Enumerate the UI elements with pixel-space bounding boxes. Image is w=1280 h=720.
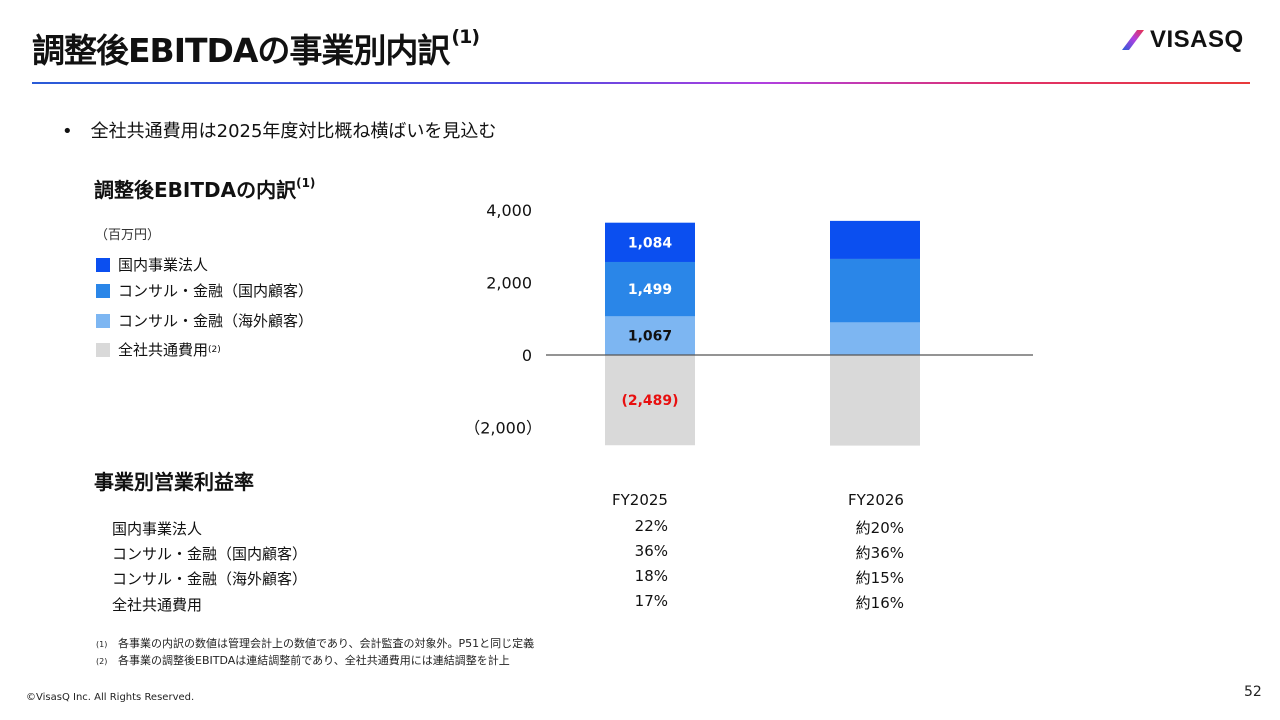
legend-swatch (96, 283, 110, 298)
section-title-ebitda-note: (1) (296, 176, 316, 190)
bar-segment (830, 220, 920, 259)
table-cell-fy2026: 約36% (855, 544, 904, 562)
section-title-ebitda: 調整後EBITDAの内訳(1) (94, 174, 315, 203)
legend-item-corporate-costs: 全社共通費用 (2) (96, 339, 221, 360)
page-title-text: 調整後EBITDAの事業別内訳 (32, 31, 450, 70)
column-header-fy2025: FY2025 (612, 491, 668, 509)
footnote-mark: (2) (96, 657, 108, 666)
page-title-note: (1) (451, 26, 480, 48)
data-label: 1,499 (628, 282, 672, 298)
legend-label: コンサル・金融（海外顧客） (118, 312, 314, 330)
column-header-fy2026: FY2026 (848, 491, 904, 509)
bar-segment (830, 258, 920, 323)
table-cell-fy2026: 約15% (855, 569, 904, 587)
footnote-text: 各事業の内訳の数値は管理会計上の数値であり、会計監査の対象外。P51と同じ定義 (118, 637, 535, 650)
ebitda-stacked-bar-chart: 4,000 2,000 0 （2,000） (2,489) 1,067 1,499 1,084 (470, 201, 1033, 446)
table-cell-fy2025: 22% (634, 517, 668, 535)
y-tick-label: 4,000 (486, 201, 532, 220)
bullet-text: 全社共通費用は2025年度対比概ね横ばいを見込む (90, 121, 497, 142)
copyright: ©VisasQ Inc. All Rights Reserved. (26, 692, 195, 703)
table-cell-fy2026: 約20% (855, 519, 904, 537)
y-tick-label: 0 (522, 346, 532, 365)
footnote-1: (1) 各事業の内訳の数値は管理会計上の数値であり、会計監査の対象外。P51と同じ… (96, 635, 534, 651)
legend-label: 全社共通費用 (118, 341, 209, 359)
legend-swatch (96, 342, 110, 357)
bullet-point: • 全社共通費用は2025年度対比概ね横ばいを見込む (62, 117, 496, 143)
table-cell-fy2025: 36% (634, 542, 668, 560)
bar-segment (605, 316, 695, 355)
visasq-logo: VISASQ (1120, 26, 1244, 56)
legend-item-consulting-overseas: コンサル・金融（海外顧客） (96, 310, 313, 331)
table-cell-fy2025: 18% (634, 567, 668, 585)
bar-segment (830, 322, 920, 355)
footnote-mark: (1) (96, 640, 108, 649)
y-tick-label: 2,000 (486, 274, 532, 293)
bar-segment (605, 355, 695, 446)
table-row-label: 全社共通費用 (112, 596, 203, 614)
table-cell-fy2025: 17% (634, 592, 668, 610)
legend-swatch (96, 257, 110, 272)
legend-item-consulting-domestic: コンサル・金融（国内顧客） (96, 280, 313, 301)
table-row-label: 国内事業法人 (112, 520, 203, 538)
logo-text: VISASQ (1150, 26, 1244, 53)
section-title-margin: 事業別営業利益率 (94, 470, 254, 494)
page-title: 調整後EBITDAの事業別内訳 (1) (32, 24, 480, 72)
y-tick-label: （2,000） (470, 419, 542, 438)
page-number: 52 (1244, 684, 1262, 700)
table-row-label: コンサル・金融（海外顧客） (112, 570, 308, 588)
footnote-2: (2) 各事業の調整後EBITDAは連結調整前であり、全社共通費用には連結調整を計… (96, 652, 510, 668)
bar-segment (830, 355, 920, 446)
table-cell-fy2026: 約16% (855, 594, 904, 612)
bar-segment (605, 222, 695, 262)
section-title-ebitda-text: 調整後EBITDAの内訳 (94, 178, 297, 202)
data-label: (2,489) (621, 393, 678, 409)
legend-note: (2) (208, 344, 221, 355)
bar-segment (605, 261, 695, 317)
bullet-icon: • (62, 121, 73, 142)
legend-label: コンサル・金融（国内顧客） (118, 282, 314, 300)
table-row-label: コンサル・金融（国内顧客） (112, 545, 308, 563)
legend-label: 国内事業法人 (118, 256, 209, 274)
legend-item-domestic-corporate: 国内事業法人 (96, 254, 208, 275)
logo-slash-icon (1122, 30, 1144, 50)
legend-swatch (96, 313, 110, 328)
title-divider (32, 82, 1250, 84)
data-label: 1,084 (628, 235, 673, 251)
data-label: 1,067 (628, 329, 672, 345)
unit-label: （百万円） (95, 228, 161, 243)
footnote-text: 各事業の調整後EBITDAは連結調整前であり、全社共通費用には連結調整を計上 (118, 654, 510, 667)
